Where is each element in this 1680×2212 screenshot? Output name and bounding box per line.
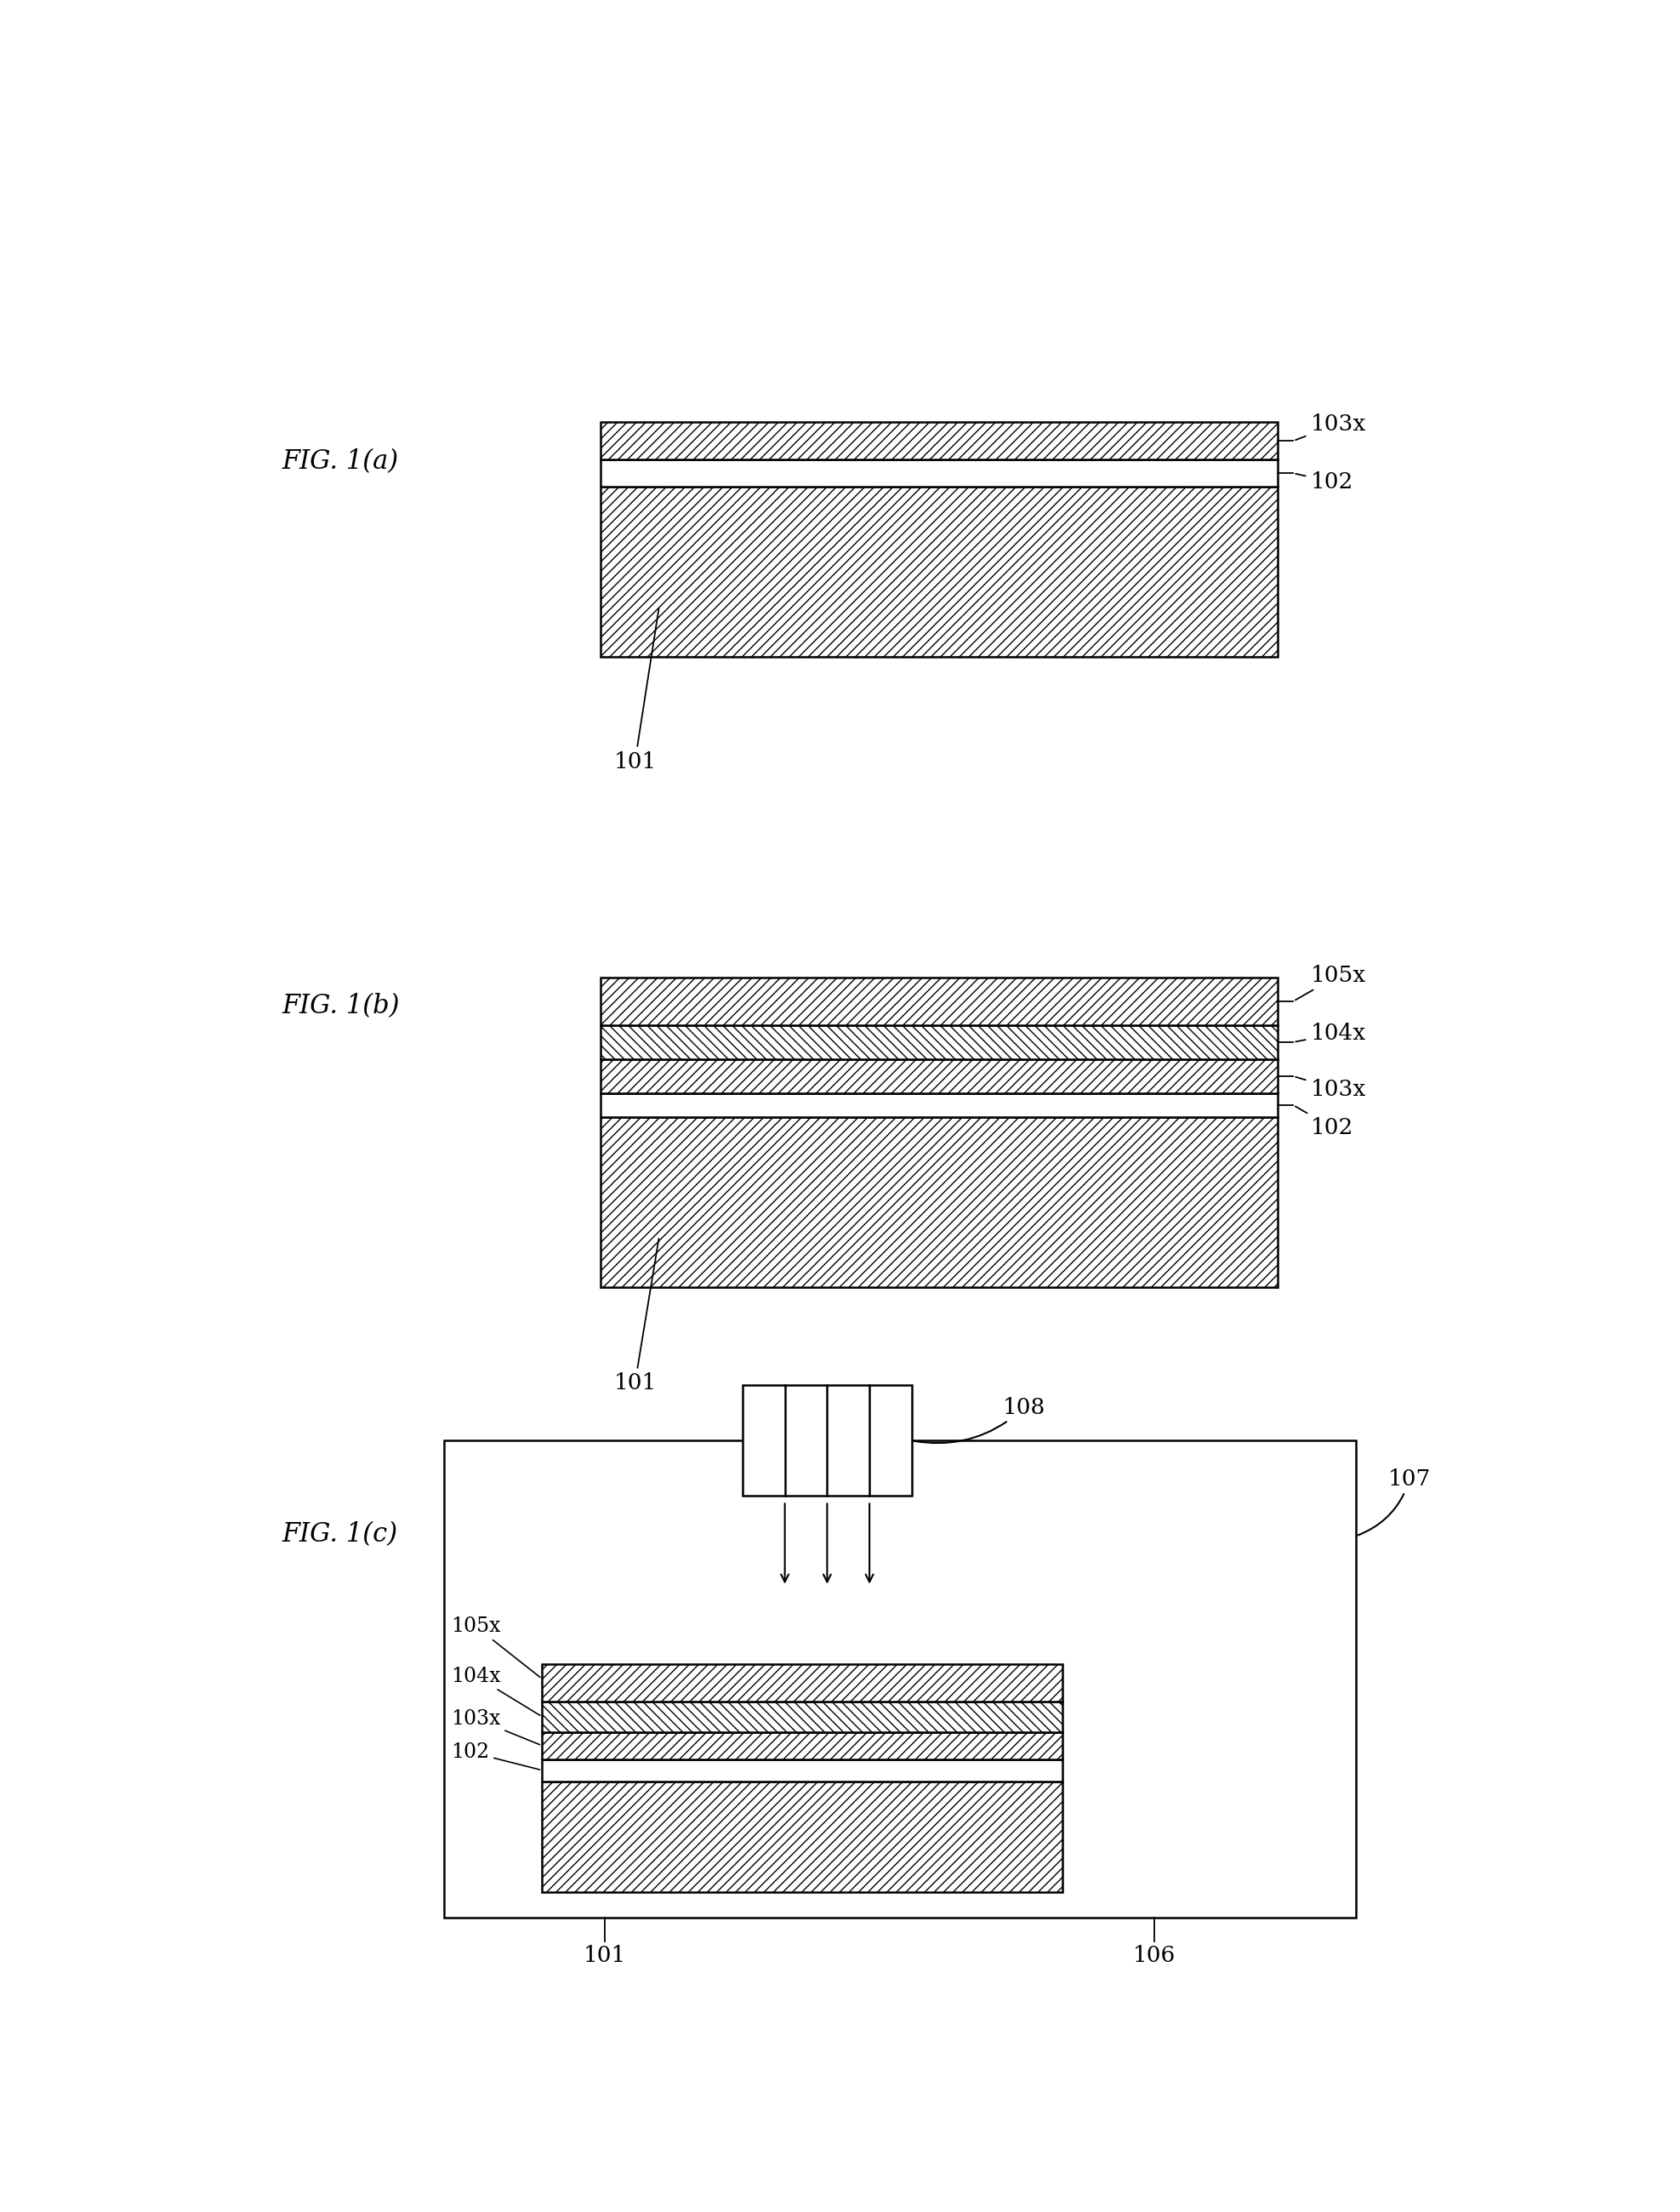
Bar <box>601 1024 1278 1060</box>
Text: FIG. 1(a): FIG. 1(a) <box>282 449 398 476</box>
Bar <box>601 978 1278 1024</box>
Text: 101: 101 <box>613 1239 659 1394</box>
Bar <box>543 1701 1063 1732</box>
Text: 101: 101 <box>583 1944 627 1966</box>
Text: 108: 108 <box>914 1396 1045 1442</box>
Bar <box>543 1781 1063 1891</box>
Bar <box>444 1440 1356 1918</box>
Bar <box>543 1732 1063 1759</box>
Bar <box>601 487 1278 657</box>
Text: 101: 101 <box>613 608 659 772</box>
Text: 102: 102 <box>1295 1106 1352 1137</box>
Text: 106: 106 <box>1132 1944 1176 1966</box>
Bar <box>601 1117 1278 1287</box>
Text: 105x: 105x <box>1295 964 1366 1000</box>
Bar <box>601 1060 1278 1093</box>
Text: 105x: 105x <box>450 1617 541 1677</box>
Bar <box>543 1759 1063 1781</box>
Text: 104x: 104x <box>1295 1022 1366 1044</box>
Bar <box>601 422 1278 460</box>
Text: 107: 107 <box>1357 1469 1431 1535</box>
Bar <box>543 1663 1063 1701</box>
Text: 103x: 103x <box>450 1710 539 1745</box>
Text: FIG. 1(c): FIG. 1(c) <box>282 1522 398 1548</box>
Text: 104x: 104x <box>450 1666 539 1714</box>
Bar <box>743 1385 912 1495</box>
Text: 102: 102 <box>450 1743 539 1770</box>
Bar <box>601 460 1278 487</box>
Text: 102: 102 <box>1295 471 1352 493</box>
Text: 103x: 103x <box>1295 414 1366 440</box>
Text: FIG. 1(b): FIG. 1(b) <box>282 993 400 1020</box>
Bar <box>601 1093 1278 1117</box>
Text: 103x: 103x <box>1295 1077 1366 1099</box>
